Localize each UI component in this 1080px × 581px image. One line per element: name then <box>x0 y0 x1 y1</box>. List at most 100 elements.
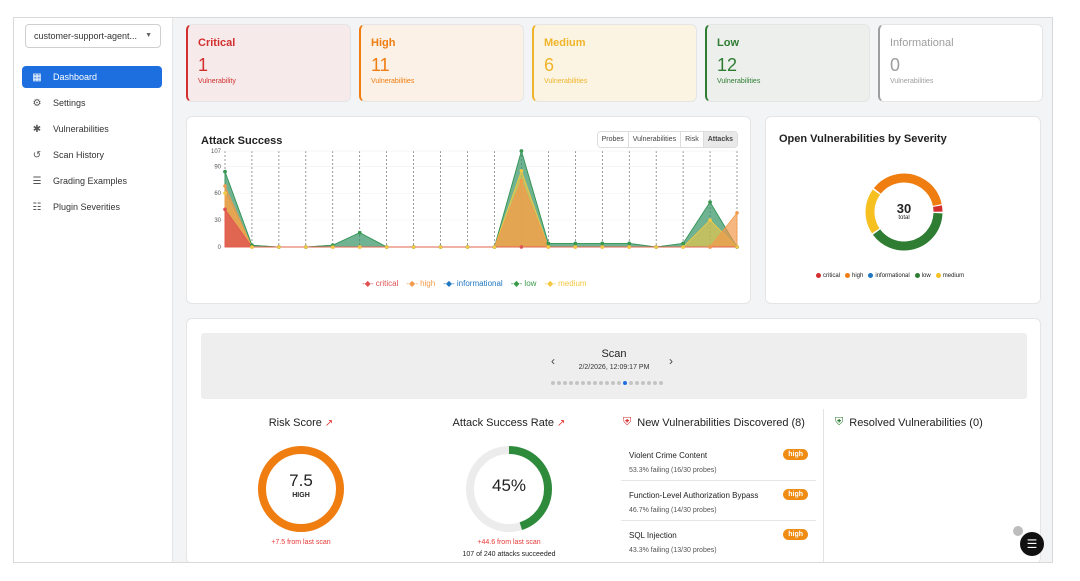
data-point-low <box>573 241 578 246</box>
legend-item-high[interactable]: -◆- high <box>406 279 436 288</box>
donut-slice-high[interactable] <box>865 173 944 252</box>
legend-item-low[interactable]: -◆- low <box>510 279 537 288</box>
scan-title: Scan <box>601 348 627 360</box>
donut-slice-medium[interactable] <box>865 173 944 252</box>
scan-panel: ‹ › Scan 2/2/2026, 12:09:17 PM Risk Scor… <box>186 318 1041 562</box>
agent-selector[interactable]: customer-support-agent... ▼ <box>25 24 161 48</box>
y-tick-label: 107 <box>211 149 222 155</box>
sidebar-item-plugin-severities[interactable]: ☷ Plugin Severities <box>22 196 162 218</box>
list-item[interactable]: Violent Crime Content 53.3% failing (16/… <box>621 443 816 481</box>
pager-dot[interactable] <box>593 381 597 385</box>
legend-item-high[interactable]: high <box>845 273 863 279</box>
sidebar-item-scan-history[interactable]: ↺ Scan History <box>22 144 162 166</box>
open-vulns-panel: Open Vulnerabilities by Severity 30 tota… <box>765 116 1041 304</box>
pager-dot[interactable] <box>575 381 579 385</box>
tab-probes[interactable]: Probes <box>597 132 629 147</box>
data-point-medium <box>654 245 658 249</box>
pager-dot[interactable] <box>623 381 627 385</box>
pager-dot[interactable] <box>605 381 609 385</box>
severity-sub: Vulnerability <box>198 78 236 85</box>
severity-card-medium[interactable]: Medium 6 Vulnerabilities <box>532 24 697 102</box>
chat-button[interactable]: ☰ <box>1020 532 1044 556</box>
pager-dot[interactable] <box>659 381 663 385</box>
data-point-medium <box>546 245 551 249</box>
pager-dot[interactable] <box>563 381 567 385</box>
list-item[interactable]: Function-Level Authorization Bypass 46.7… <box>621 483 816 521</box>
legend-item-critical[interactable]: critical <box>816 273 840 279</box>
prev-scan-button[interactable]: ‹ <box>551 354 555 368</box>
pager-dot[interactable] <box>587 381 591 385</box>
data-point-medium <box>330 245 335 249</box>
severity-badge: high <box>783 449 808 460</box>
data-point-low <box>519 149 524 153</box>
legend-item-medium[interactable]: -◆- medium <box>544 279 587 288</box>
legend-dot <box>914 273 920 278</box>
sidebar-item-dashboard[interactable]: ▦ Dashboard <box>22 66 162 88</box>
list-item[interactable]: SQL Injection 43.3% failing (13/30 probe… <box>621 523 816 561</box>
chat-icon: ☰ <box>1026 537 1038 551</box>
legend-item-informational[interactable]: informational <box>868 273 910 279</box>
pager-dot[interactable] <box>569 381 573 385</box>
legend-dot <box>845 273 851 278</box>
legend-item-medium[interactable]: medium <box>935 273 964 279</box>
shield-alert-icon: ⛨ <box>623 416 632 428</box>
data-point-medium <box>411 245 416 249</box>
donut-slice-critical[interactable] <box>865 173 944 252</box>
severity-card-low[interactable]: Low 12 Vulnerabilities <box>705 24 870 102</box>
data-point-critical <box>223 207 227 212</box>
pager-dot[interactable] <box>557 381 561 385</box>
pager-dot[interactable] <box>635 381 639 385</box>
sidebar-item-grading-examples[interactable]: ☰ Grading Examples <box>22 170 162 192</box>
severity-card-informational[interactable]: Informational 0 Vulnerabilities <box>878 24 1043 102</box>
history-icon: ↺ <box>32 149 42 161</box>
sidebar: customer-support-agent... ▼ ▦ Dashboard … <box>14 18 173 562</box>
sidebar-item-settings[interactable]: ⚙ Settings <box>22 92 162 114</box>
sidebar-item-vulnerabilities[interactable]: ✱ Vulnerabilities <box>22 118 162 140</box>
new-vulns-title: New Vulnerabilities Discovered (8) <box>637 416 805 429</box>
donut-total-label: total <box>898 215 910 221</box>
attack-rate-gauge <box>466 446 552 532</box>
next-scan-button[interactable]: › <box>669 354 673 368</box>
pager-dot[interactable] <box>611 381 615 385</box>
pager-dot[interactable] <box>617 381 621 385</box>
severity-card-critical[interactable]: Critical 1 Vulnerability <box>186 24 351 102</box>
data-point-medium <box>519 168 524 173</box>
vuln-name: Function-Level Authorization Bypass <box>629 491 759 500</box>
severity-count: 1 <box>198 55 209 75</box>
tab-risk[interactable]: Risk <box>681 132 704 147</box>
data-point-low <box>627 241 632 246</box>
pager-dot[interactable] <box>581 381 585 385</box>
sidebar-item-label: Grading Examples <box>53 176 128 186</box>
severity-badge: high <box>783 489 808 500</box>
pager-dot[interactable] <box>653 381 657 385</box>
severity-card-high[interactable]: High 11 Vulnerabilities <box>359 24 524 102</box>
resolved-title: Resolved Vulnerabilities (0) <box>849 416 983 429</box>
legend-item-informational[interactable]: -◆- informational <box>443 279 503 288</box>
pager-dot[interactable] <box>551 381 555 385</box>
tab-vulnerabilities[interactable]: Vulnerabilities <box>628 132 682 147</box>
scan-pager <box>551 381 663 385</box>
tab-attacks[interactable]: Attacks <box>703 132 737 147</box>
severity-sub: Vulnerabilities <box>717 78 761 85</box>
donut-total: 30 <box>896 201 912 216</box>
risk-score-value: 7.5 <box>289 471 313 490</box>
pager-dot[interactable] <box>629 381 633 385</box>
dashboard-icon: ▦ <box>32 71 42 83</box>
risk-score-gauge <box>258 446 344 532</box>
data-point-medium <box>357 245 362 249</box>
donut-slice-low[interactable] <box>865 173 944 252</box>
data-point-medium <box>277 245 281 249</box>
pager-dot[interactable] <box>599 381 603 385</box>
pager-dot[interactable] <box>641 381 645 385</box>
sidebar-item-label: Dashboard <box>53 72 98 82</box>
pager-dot[interactable] <box>647 381 651 385</box>
data-point-high <box>735 211 739 215</box>
severity-label: Low <box>717 37 739 49</box>
legend-item-low[interactable]: low <box>914 273 931 279</box>
data-point-high <box>223 184 227 188</box>
sidebar-item-label: Vulnerabilities <box>53 124 109 134</box>
legend-item-critical[interactable]: -◆- critical <box>362 279 399 288</box>
data-point-medium <box>492 245 497 249</box>
new-vulns-header: ⛨ New Vulnerabilities Discovered (8) <box>623 416 805 429</box>
trend-up-icon: ↗ <box>557 418 566 429</box>
